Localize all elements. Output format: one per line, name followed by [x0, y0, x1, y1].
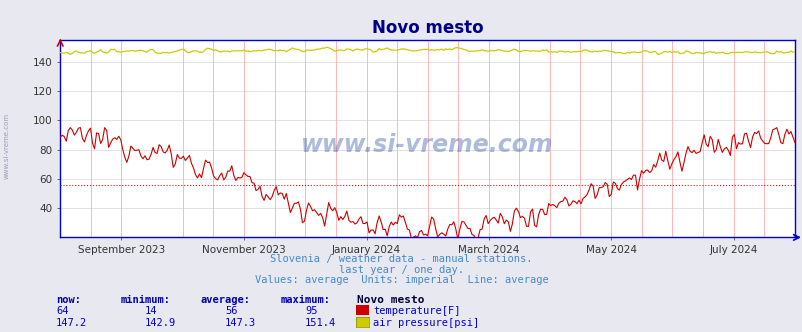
Text: minimum:: minimum: — [120, 295, 170, 305]
Text: 95: 95 — [305, 306, 318, 316]
Text: 151.4: 151.4 — [305, 318, 336, 328]
Text: 14: 14 — [144, 306, 157, 316]
Text: average:: average: — [200, 295, 250, 305]
Title: Novo mesto: Novo mesto — [371, 19, 483, 37]
Text: www.si-vreme.com: www.si-vreme.com — [301, 132, 553, 156]
Text: 142.9: 142.9 — [144, 318, 176, 328]
Text: temperature[F]: temperature[F] — [373, 306, 460, 316]
Text: last year / one day.: last year / one day. — [338, 265, 464, 275]
Text: 64: 64 — [56, 306, 69, 316]
Text: Values: average  Units: imperial  Line: average: Values: average Units: imperial Line: av… — [254, 275, 548, 285]
Text: now:: now: — [56, 295, 81, 305]
Text: 147.2: 147.2 — [56, 318, 87, 328]
Text: air pressure[psi]: air pressure[psi] — [373, 318, 479, 328]
Text: 147.3: 147.3 — [225, 318, 256, 328]
Text: 56: 56 — [225, 306, 237, 316]
Text: maximum:: maximum: — [281, 295, 330, 305]
Text: www.si-vreme.com: www.si-vreme.com — [3, 113, 10, 179]
Text: Novo mesto: Novo mesto — [357, 295, 424, 305]
Text: Slovenia / weather data - manual stations.: Slovenia / weather data - manual station… — [270, 254, 532, 264]
